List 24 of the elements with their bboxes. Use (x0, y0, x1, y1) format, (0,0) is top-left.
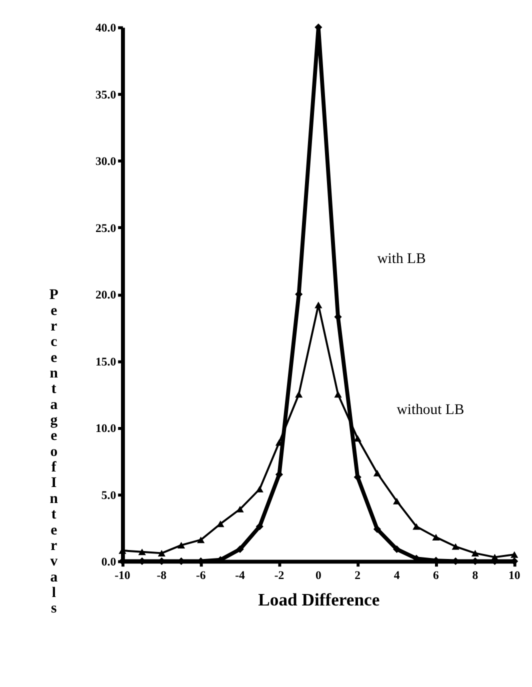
y-tick-label: 20.0 (96, 288, 116, 302)
x-tick-label: 6 (433, 568, 440, 582)
x-tick-label: -2 (274, 568, 284, 582)
y-tick-label: 25.0 (96, 222, 116, 235)
x-tick-label: -4 (235, 568, 246, 582)
text: with LB (377, 251, 426, 268)
y-tick-label: 40.0 (96, 22, 116, 35)
y-tick-label: 30.0 (96, 155, 116, 168)
x-tick-label: 4 (394, 568, 400, 582)
y-tick-label: 15.0 (96, 355, 116, 368)
y-tick-label: 35.0 (96, 88, 116, 102)
y-tick-label: 5.0 (101, 488, 116, 502)
x-axis-title: Load Difference (258, 589, 380, 610)
x-tick-label: 2 (354, 568, 361, 582)
x-tick-label: -8 (156, 568, 167, 582)
y-tick-label: 0.0 (101, 556, 116, 569)
text: Percentage of Intervals (49, 287, 58, 617)
x-tick-label: -10 (114, 568, 130, 582)
x-tick-label: 8 (472, 568, 478, 582)
y-tick-label: 10.0 (96, 422, 116, 436)
x-tick-label: 0 (315, 568, 322, 582)
text: without LB (396, 402, 464, 418)
x-tick-label: -6 (196, 568, 206, 582)
x-tick-label: 10 (508, 568, 520, 582)
